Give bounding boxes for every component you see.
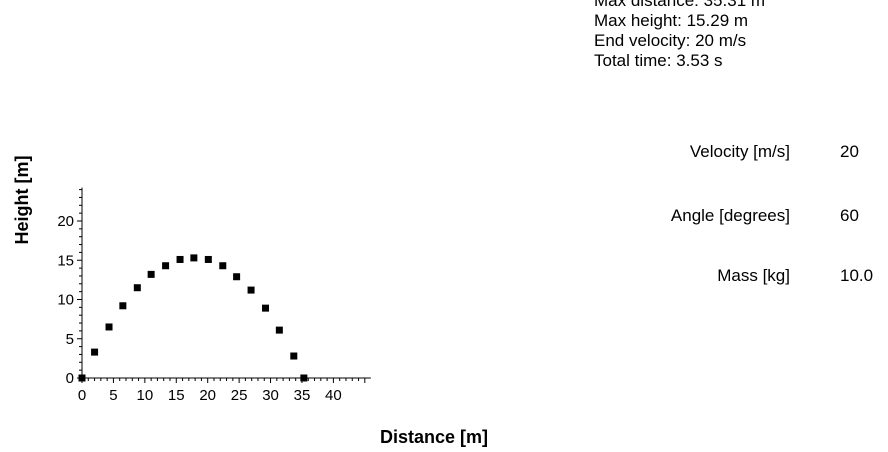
mass-label: Mass [kg] bbox=[717, 266, 790, 285]
x-tick-label: 40 bbox=[325, 387, 342, 404]
data-point bbox=[275, 326, 283, 334]
x-tick-label: 30 bbox=[262, 387, 279, 404]
y-axis-label: Height [m] bbox=[12, 156, 32, 245]
y-tick-label: 10 bbox=[57, 292, 74, 309]
data-point bbox=[300, 374, 308, 382]
data-point bbox=[133, 284, 141, 292]
data-point bbox=[190, 254, 198, 262]
x-tick-label: 5 bbox=[109, 387, 117, 404]
data-point bbox=[204, 255, 212, 263]
x-tick-label: 10 bbox=[137, 387, 154, 404]
x-tick-label: 20 bbox=[199, 387, 216, 404]
velocity-label: Velocity [m/s] bbox=[689, 142, 790, 161]
data-point bbox=[162, 262, 170, 270]
max-distance-readout: Max distance: 35.31 m bbox=[594, 0, 766, 10]
velocity-value[interactable]: 20 bbox=[840, 142, 859, 161]
end-velocity-readout: End velocity: 20 m/s bbox=[594, 31, 747, 50]
data-point bbox=[247, 286, 255, 294]
mass-value[interactable]: 10.0 bbox=[840, 266, 874, 285]
data-point bbox=[176, 255, 184, 263]
data-point bbox=[290, 352, 298, 360]
data-point bbox=[262, 304, 270, 312]
y-tick-label: 20 bbox=[57, 213, 74, 230]
x-axis-label: Distance [m] bbox=[380, 427, 488, 447]
data-point bbox=[78, 374, 86, 382]
angle-value[interactable]: 60 bbox=[840, 206, 859, 225]
x-tick-label: 15 bbox=[168, 387, 185, 404]
chart-axes: 0 5 10 15 20 25 30 35 40 0 5 10 15 20 bbox=[57, 187, 371, 404]
x-tick-label: 0 bbox=[78, 387, 86, 404]
data-point bbox=[233, 273, 241, 281]
y-tick-label: 0 bbox=[66, 370, 74, 387]
y-tick-label: 5 bbox=[66, 331, 74, 348]
y-tick-label: 15 bbox=[57, 252, 74, 269]
x-tick-label: 35 bbox=[294, 387, 311, 404]
angle-label: Angle [degrees] bbox=[670, 206, 790, 225]
x-tick-label: 25 bbox=[231, 387, 248, 404]
data-point bbox=[147, 270, 155, 278]
data-point bbox=[91, 348, 99, 356]
chart-data-points bbox=[78, 254, 308, 382]
data-point bbox=[219, 262, 227, 270]
max-height-readout: Max height: 15.29 m bbox=[594, 11, 749, 30]
data-point bbox=[119, 302, 127, 310]
data-point bbox=[105, 323, 113, 331]
total-time-readout: Total time: 3.53 s bbox=[594, 51, 723, 70]
